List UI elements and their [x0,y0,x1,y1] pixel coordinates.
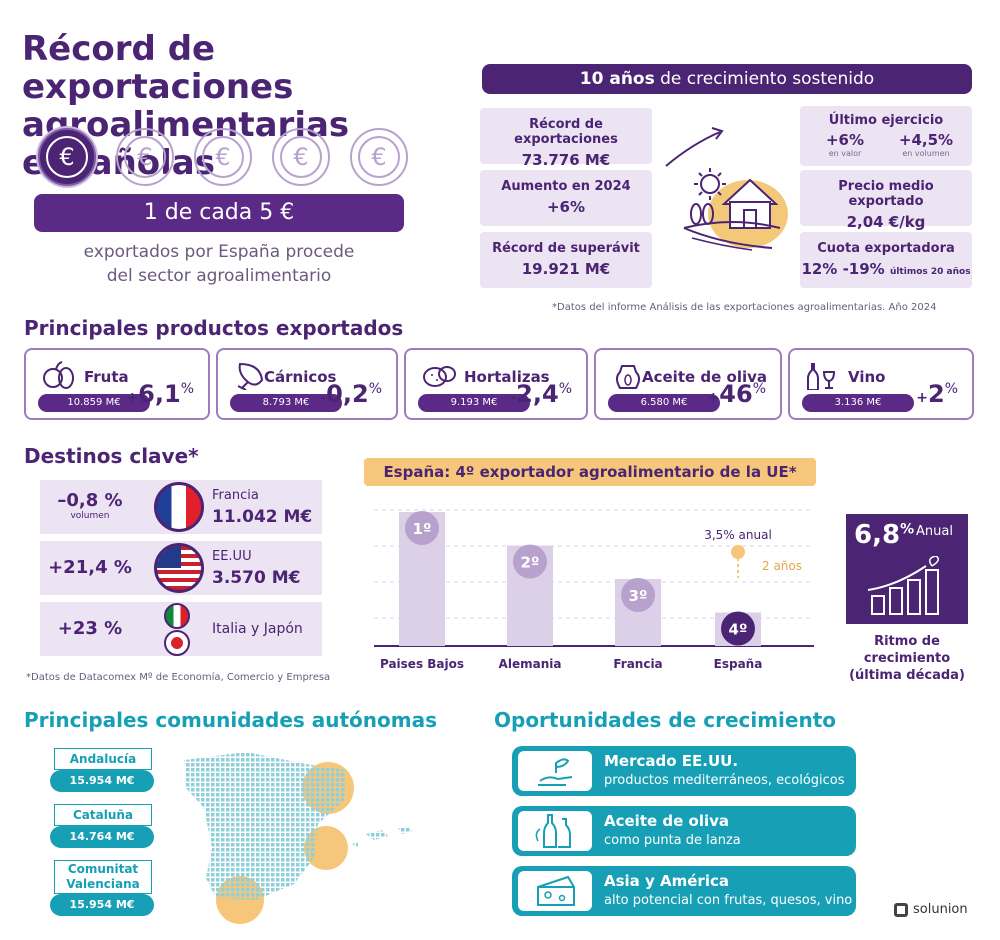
stat-increase-2024: Aumento en 2024 +6% [480,170,652,226]
italy-flag-icon [164,603,190,629]
opportunity-olive-oil: Aceite de oliva como punta de lanza [512,806,856,856]
category-label: España [714,657,763,671]
one-in-five-banner: 1 de cada 5 € [34,194,404,232]
destination-francia: –0,8 % volumen Francia 11.042 M€ [40,480,322,534]
stat-export-quota: Cuota exportadora 12% -19% últimos 20 añ… [800,232,972,288]
rank-badge [721,611,755,646]
opportunity-asia-america: Asia y América alto potencial con frutas… [512,866,856,916]
one-in-five-subtitle: exportados por España procede del sector… [83,242,355,286]
destinations-title: Destinos clave* [24,444,199,468]
potato-icon [423,366,456,387]
opportunity-usa: Mercado EE.UU. productos mediterráneos, … [512,746,856,796]
region-valencia-label: Comunitat Valenciana [54,860,152,894]
region-valencia-value: 15.954 M€ [50,894,154,916]
product-card-vino: Vino 3.136 M€ +2% [788,348,974,420]
stat-record-surplus: Récord de superávit 19.921 M€ [480,232,652,288]
regions-title: Principales comunidades autónomas [24,708,438,732]
stat-record-exports: Récord de exportaciones 73.776 M€ [480,108,652,169]
france-flag-icon [154,482,204,532]
category-label: Francia [613,657,662,671]
projection-point [731,545,745,559]
rank-label: 2º [521,554,540,572]
destinations-footnote: *Datos de Datacomex Mº de Economía, Come… [26,672,331,683]
region-cataluna-value: 14.764 M€ [50,826,154,848]
growth-footnote: *Datos del informe Análisis de las expor… [552,302,937,313]
oil-jar-icon [616,365,640,389]
solunion-logo-icon [894,902,908,917]
euro-coin-icon-active: € [38,128,96,186]
spain-map [184,752,412,924]
products-title: Principales productos exportados [24,316,404,340]
region-andalucia-label: Andalucía [54,748,152,770]
stat-avg-price: Precio medio exportado 2,04 €/kg [800,170,972,231]
farm-house-icon [665,127,788,251]
brand-logo: solunion [894,902,968,917]
fruit-icon [43,361,74,389]
category-label: Paises Bajos [380,657,464,671]
rank-label: 1º [413,520,432,538]
euro-coin-icon: € [350,128,408,186]
usa-flag-icon [154,543,204,593]
ham-icon [237,362,264,390]
destination-eeuu: +21,4 % EE.UU 3.570 M€ [40,541,322,595]
rank-label: 3º [629,587,648,605]
rank-badge [621,578,655,612]
product-card-aceite: Aceite de oliva 6.580 M€ +46% [594,348,782,420]
growth-rate-box: 6,8% Anual [846,514,968,624]
euro-coin-icon: € [272,128,330,186]
product-card-hortalizas: Hortalizas 9.193 M€ -2,4% [404,348,588,420]
chart-title: España: 4º exportador agroalimentario de… [364,458,816,486]
product-card-carnicos: Cárnicos 8.793 M€ -0,2% [216,348,398,420]
projection-years: 2 años [762,559,802,573]
region-andalucia-value: 15.954 M€ [50,770,154,792]
category-label: Alemania [499,657,562,671]
wine-icon [807,363,836,390]
japan-flag-icon [164,630,190,656]
euro-coin-icon: € [194,128,252,186]
growth-banner: 10 años de crecimiento sostenido [482,64,972,94]
destination-italia-japon: +23 % Italia y Japón [40,602,322,656]
opportunities-title: Oportunidades de crecimiento [494,708,837,732]
stat-last-year: Último ejercicio +6% en valor +4,5% en v… [800,106,972,166]
bottles-icon [535,814,571,848]
rank-badge [405,511,439,545]
projection-label: 3,5% anual [704,528,772,542]
region-cataluna-label: Cataluña [54,804,152,826]
product-card-fruta: Fruta 10.859 M€ +6,1% [24,348,210,420]
rank-badge [513,544,547,579]
hand-plant-icon [538,758,573,786]
euro-coin-icon: € [116,128,174,186]
growth-rate-caption: Ritmo de crecimiento (última década) [849,634,965,683]
eu-rank-chart: 1º Paises Bajos 2º Alemania 3º Francia 4º Españ… [374,509,814,671]
cheese-icon [537,875,575,906]
growth-bars-icon [867,556,939,615]
rank-label: 4º [729,621,748,639]
